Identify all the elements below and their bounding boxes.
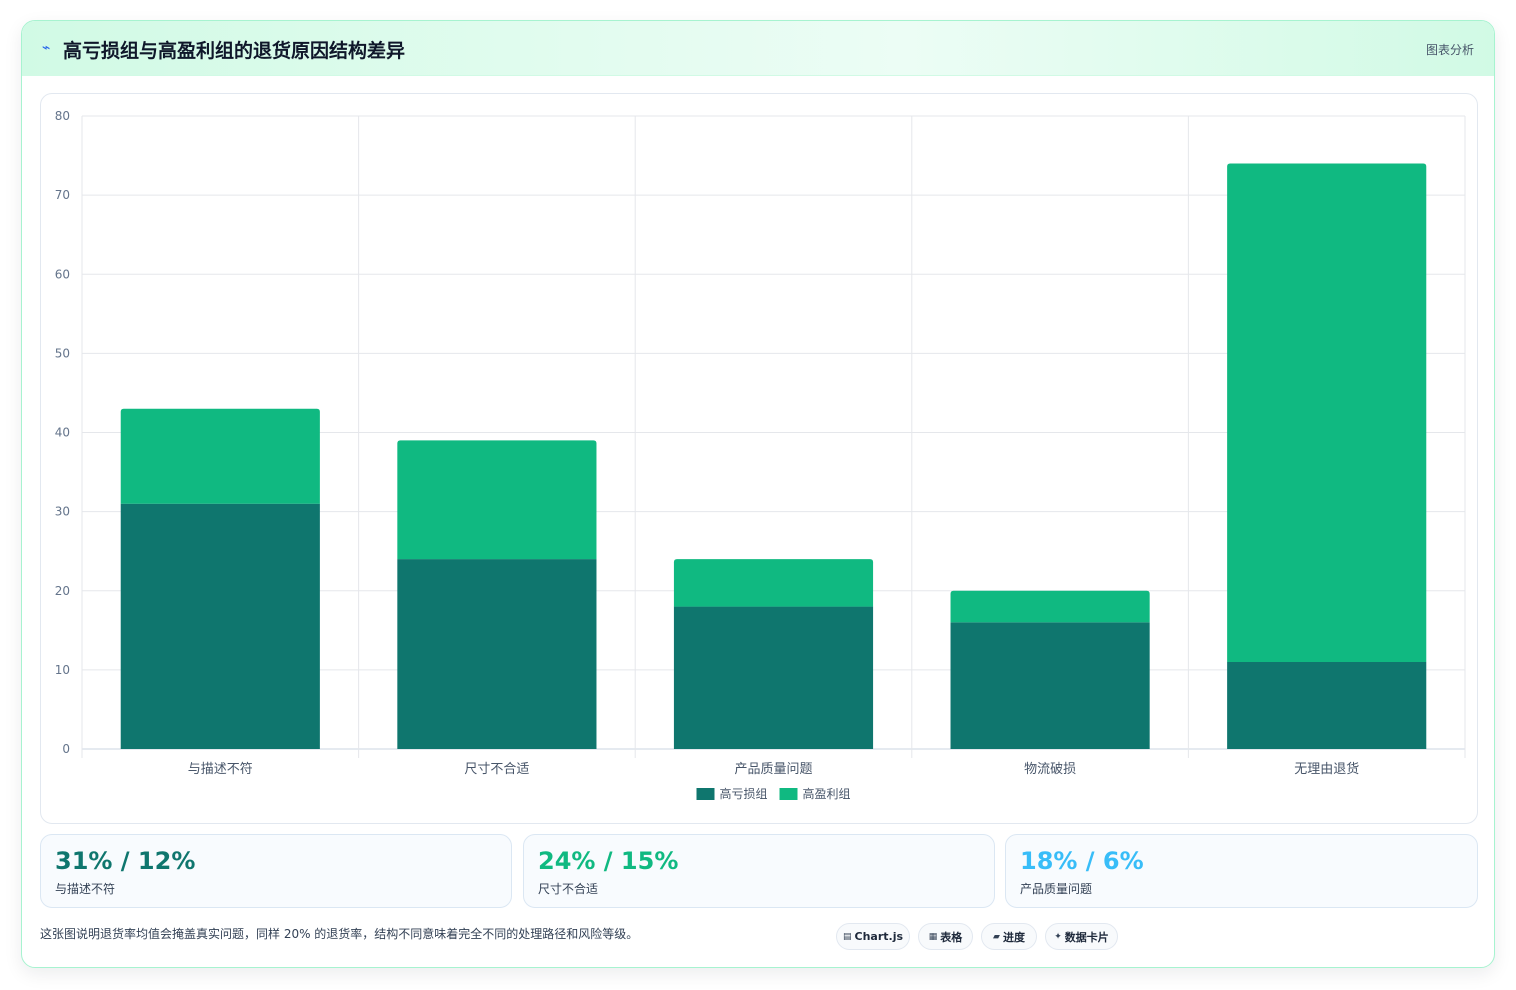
card-header: ⌁ 高亏损组与高盈利组的退货原因结构差异 图表分析 bbox=[22, 21, 1494, 76]
y-tick-label: 0 bbox=[62, 742, 70, 756]
chart-card: ⌁ 高亏损组与高盈利组的退货原因结构差异 图表分析 0 10 20 30 40 50 60 7… bbox=[21, 20, 1495, 968]
footnote: 这张图说明退货率均值会掩盖真实问题，同样 20% 的退货率，结构不同意味着完全不… bbox=[40, 927, 639, 941]
bar-segment bbox=[1227, 163, 1427, 662]
progress-icon: ▰ bbox=[993, 931, 1000, 942]
pulse-icon: ⌁ bbox=[42, 40, 51, 56]
stat-card-quality: 18% / 6% 产品质量问题 bbox=[1005, 834, 1478, 908]
y-tick-label: 30 bbox=[55, 505, 70, 519]
card-title: 高亏损组与高盈利组的退货原因结构差异 bbox=[63, 40, 406, 62]
legend-swatch bbox=[696, 788, 715, 800]
stat-card-size: 24% / 15% 尺寸不合适 bbox=[523, 834, 995, 908]
pill-table[interactable]: ▦ 表格 bbox=[918, 923, 973, 950]
stat-card-mismatch: 31% / 12% 与描述不符 bbox=[40, 834, 512, 908]
pill-label: Chart.js bbox=[854, 930, 904, 943]
x-tick-label: 无理由退货 bbox=[1294, 761, 1359, 777]
chart-icon: ▤ bbox=[842, 931, 852, 942]
stat-label: 尺寸不合适 bbox=[538, 882, 599, 896]
table-icon: ▦ bbox=[928, 931, 938, 942]
x-tick-label: 尺寸不合适 bbox=[464, 762, 529, 777]
bar-segment bbox=[397, 559, 597, 749]
pill-chartjs[interactable]: ▤ Chart.js bbox=[836, 923, 910, 950]
sparkle-icon: ✦ bbox=[1054, 931, 1062, 942]
bar-segment bbox=[120, 408, 320, 504]
y-tick-label: 10 bbox=[55, 663, 70, 677]
legend-swatch bbox=[779, 788, 798, 800]
bar-segment bbox=[950, 590, 1150, 623]
pill-label: 表格 bbox=[940, 930, 963, 944]
x-tick-label: 产品质量问题 bbox=[734, 762, 812, 777]
y-tick-label: 20 bbox=[55, 584, 70, 598]
section-tag: 图表分析 bbox=[1425, 43, 1474, 57]
pill-label: 进度 bbox=[1002, 930, 1025, 944]
legend-label: 高亏损组 bbox=[720, 786, 768, 801]
legend-label: 高盈利组 bbox=[803, 786, 851, 801]
y-tick-label: 60 bbox=[55, 267, 70, 281]
bar-segment bbox=[950, 622, 1150, 749]
y-tick-label: 50 bbox=[55, 346, 70, 360]
pill-progress[interactable]: ▰ 进度 bbox=[981, 923, 1037, 950]
stat-label: 与描述不符 bbox=[55, 882, 116, 896]
stacked-bar-chart: 0 10 20 30 40 50 60 70 80 与描述不符 尺寸不合适 产品质量问题 物流破损 无理由… bbox=[55, 109, 1466, 801]
pill-data-cards[interactable]: ✦ 数据卡片 bbox=[1045, 923, 1118, 950]
bar-segment bbox=[120, 503, 320, 749]
x-tick-label: 与描述不符 bbox=[188, 761, 253, 777]
bar-segment bbox=[1227, 661, 1427, 749]
y-tick-label: 70 bbox=[55, 188, 70, 202]
y-tick-label: 80 bbox=[55, 109, 70, 123]
bar-segment bbox=[673, 606, 874, 749]
chart-panel: 0 10 20 30 40 50 60 70 80 与描述不符 尺寸不合适 产品质量问题 物流破损 无理由… bbox=[40, 93, 1478, 824]
bar-segment bbox=[397, 440, 597, 560]
pill-label: 数据卡片 bbox=[1064, 930, 1109, 944]
y-tick-label: 40 bbox=[55, 426, 70, 440]
stat-label: 产品质量问题 bbox=[1020, 882, 1093, 896]
stat-value: 31% / 12% bbox=[55, 847, 196, 875]
stat-value: 24% / 15% bbox=[538, 847, 679, 875]
bar-segment bbox=[673, 559, 874, 607]
x-tick-label: 物流破损 bbox=[1024, 762, 1076, 777]
stat-value: 18% / 6% bbox=[1020, 847, 1144, 875]
